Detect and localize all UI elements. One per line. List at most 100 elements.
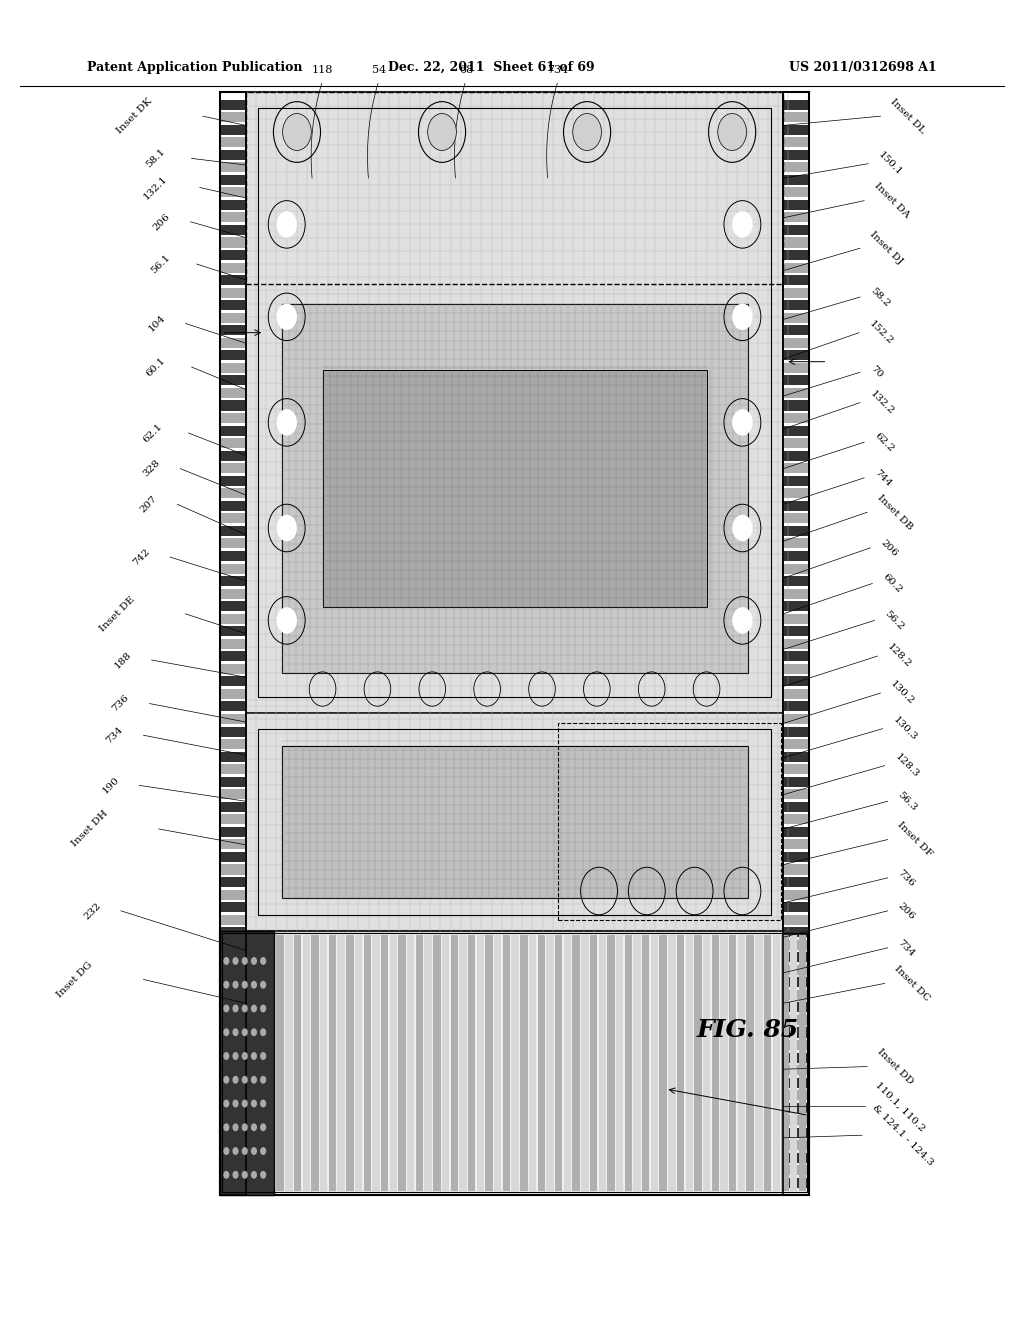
Bar: [784, 213, 808, 223]
Text: 152.2: 152.2: [867, 319, 895, 346]
Bar: [433, 935, 440, 1191]
Circle shape: [276, 211, 297, 238]
Bar: [221, 525, 245, 536]
Bar: [529, 935, 537, 1191]
Bar: [784, 626, 808, 636]
Bar: [784, 249, 808, 260]
Bar: [222, 933, 807, 1192]
Bar: [221, 876, 245, 887]
Bar: [784, 814, 808, 825]
Bar: [784, 162, 808, 173]
Bar: [784, 375, 808, 385]
Circle shape: [223, 1123, 229, 1131]
Bar: [221, 789, 245, 800]
Bar: [221, 851, 245, 862]
Text: 56.2: 56.2: [883, 609, 905, 632]
Bar: [220, 92, 809, 1195]
Circle shape: [251, 1171, 257, 1179]
Bar: [784, 639, 808, 649]
Bar: [355, 935, 362, 1191]
Bar: [784, 589, 808, 599]
Bar: [784, 614, 808, 624]
Bar: [221, 990, 245, 1001]
Bar: [246, 92, 783, 284]
Circle shape: [223, 1076, 229, 1084]
Bar: [784, 1052, 808, 1063]
Bar: [221, 213, 245, 223]
Bar: [221, 300, 245, 310]
Text: 62.2: 62.2: [872, 430, 895, 454]
Bar: [221, 626, 245, 636]
Bar: [547, 935, 554, 1191]
Bar: [408, 935, 415, 1191]
Circle shape: [732, 515, 753, 541]
Bar: [512, 935, 519, 1191]
Circle shape: [232, 1123, 239, 1131]
Text: US 2011/0312698 A1: US 2011/0312698 A1: [790, 61, 937, 74]
Text: 130.2: 130.2: [889, 680, 916, 706]
Bar: [220, 931, 274, 1195]
Bar: [616, 935, 624, 1191]
Text: 110.1, 110.2: 110.1, 110.2: [873, 1080, 927, 1133]
Circle shape: [223, 1147, 229, 1155]
Circle shape: [242, 1147, 248, 1155]
Bar: [784, 1127, 808, 1138]
Bar: [221, 124, 245, 135]
Bar: [784, 450, 808, 461]
Text: 70: 70: [868, 364, 884, 380]
Bar: [221, 965, 245, 974]
Bar: [784, 1090, 808, 1101]
Bar: [221, 539, 245, 549]
Bar: [221, 751, 245, 762]
Text: 58.2: 58.2: [868, 285, 891, 309]
Text: 60.2: 60.2: [881, 572, 903, 595]
Circle shape: [251, 1076, 257, 1084]
Text: 734: 734: [896, 937, 916, 958]
Bar: [784, 965, 808, 974]
Bar: [784, 601, 808, 611]
Bar: [784, 500, 808, 511]
Bar: [503, 935, 510, 1191]
Circle shape: [232, 1052, 239, 1060]
Bar: [258, 729, 771, 915]
Bar: [784, 664, 808, 675]
Text: 736: 736: [111, 693, 131, 714]
Bar: [221, 589, 245, 599]
Circle shape: [223, 1100, 229, 1107]
Bar: [784, 689, 808, 700]
Bar: [784, 676, 808, 686]
Text: 744: 744: [872, 467, 893, 488]
Circle shape: [251, 1005, 257, 1012]
Circle shape: [718, 114, 746, 150]
Bar: [221, 413, 245, 424]
Bar: [468, 935, 475, 1191]
Bar: [221, 826, 245, 837]
Bar: [651, 935, 658, 1191]
Bar: [220, 92, 246, 1195]
Bar: [321, 935, 328, 1191]
Bar: [221, 814, 245, 825]
Bar: [221, 952, 245, 962]
Bar: [538, 935, 545, 1191]
Circle shape: [242, 1005, 248, 1012]
Bar: [784, 840, 808, 850]
Bar: [221, 915, 245, 925]
Bar: [721, 935, 728, 1191]
Bar: [221, 99, 245, 110]
Bar: [784, 876, 808, 887]
Bar: [784, 1140, 808, 1150]
Circle shape: [251, 957, 257, 965]
Text: 132.1: 132.1: [141, 174, 169, 201]
Bar: [784, 388, 808, 399]
Bar: [221, 463, 245, 474]
Bar: [460, 935, 467, 1191]
Circle shape: [223, 1052, 229, 1060]
Bar: [221, 940, 245, 950]
Bar: [784, 701, 808, 711]
Bar: [221, 450, 245, 461]
Text: 130.3: 130.3: [891, 715, 919, 742]
Bar: [784, 576, 808, 586]
Bar: [451, 935, 458, 1191]
Bar: [677, 935, 684, 1191]
Bar: [221, 601, 245, 611]
